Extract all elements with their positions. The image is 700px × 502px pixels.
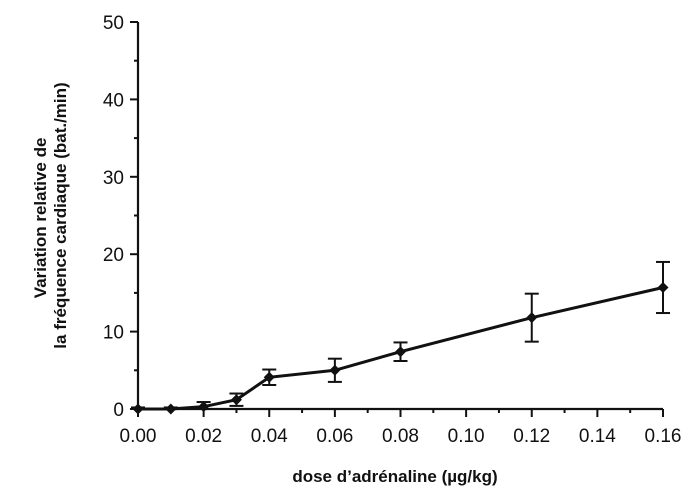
data-point <box>657 281 669 293</box>
ticks: 0.00 0.02 0.04 0.06 0.08 0.10 0.12 0.14 0.16 0 10 2… <box>103 13 682 447</box>
y-axis-title-line-1: Variation relative de <box>31 138 50 299</box>
x-tick-label: 0.10 <box>448 426 485 447</box>
data-point <box>329 364 341 376</box>
series <box>131 260 670 415</box>
x-tick-label: 0.04 <box>251 426 288 447</box>
data-point <box>165 403 177 415</box>
data-point <box>526 312 538 324</box>
y-tick-label: 10 <box>103 323 124 344</box>
data-point <box>230 394 242 406</box>
data-point <box>263 371 275 383</box>
y-axis-title: Variation relative de la fréquence cardi… <box>31 82 70 348</box>
y-tick-label: 30 <box>103 168 124 189</box>
x-tick-label: 0.00 <box>120 426 157 447</box>
x-tick-label: 0.06 <box>316 426 353 447</box>
y-axis-title-line-2: la fréquence cardiaque (bat./min) <box>51 82 70 348</box>
data-point <box>132 403 144 415</box>
data-point <box>395 346 406 358</box>
y-tick-label: 20 <box>103 245 124 266</box>
x-tick-label: 0.02 <box>185 426 222 447</box>
x-tick-label: 0.14 <box>579 426 616 447</box>
y-tick-label: 40 <box>103 90 124 111</box>
x-tick-label: 0.12 <box>513 426 550 447</box>
y-tick-label: 0 <box>113 400 124 421</box>
x-axis-title: dose d’adrénaline (µg/kg) <box>292 467 497 486</box>
x-tick-label: 0.16 <box>645 426 682 447</box>
data-point <box>198 401 210 413</box>
y-tick-label: 50 <box>103 13 124 34</box>
x-tick-label: 0.08 <box>382 426 419 447</box>
